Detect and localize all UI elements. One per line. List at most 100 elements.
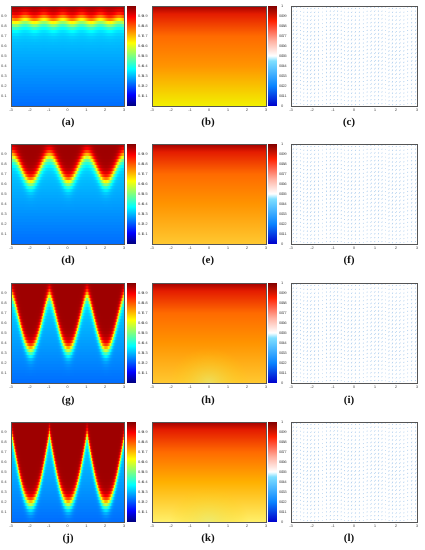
panel-k-colorbar-tick: 0.3 — [279, 489, 285, 494]
panel-h-y-tick: 0.9 — [142, 290, 148, 295]
panel-d-colorbar — [127, 144, 136, 244]
panel-b-colorbar-tick: 0.3 — [279, 73, 285, 78]
panel-a-y-tick: 0.8 — [1, 23, 7, 28]
panel-d-y-tick: 0.3 — [1, 211, 7, 216]
panel-i-field — [291, 283, 417, 383]
panel-k-y-tick: 0.5 — [142, 469, 148, 474]
panel-f-y-tick: 0.5 — [281, 191, 287, 196]
panel-h-field — [152, 283, 266, 383]
panel-b-x-tick: 2 — [245, 107, 249, 112]
panel-c-y-tick: 0.7 — [281, 33, 287, 38]
panel-d-colorbar-tick: 0.6 — [138, 181, 144, 186]
panel-b-x-tick: -1 — [188, 107, 192, 112]
panel-a-colorbar-tick: 0.1 — [138, 93, 144, 98]
panel-g-colorbar — [127, 283, 136, 383]
panel-j-colorbar-tick: 0.4 — [138, 479, 144, 484]
panel-a-colorbar-tick: 0.6 — [138, 43, 144, 48]
panel-g-x-tick: 2 — [104, 384, 107, 389]
panel-f-caption: (f) — [343, 254, 355, 266]
panel-j-x-tick: 3 — [122, 523, 126, 528]
panel-c-x-tick: -3 — [289, 107, 293, 112]
panel-h-x-tick: -3 — [150, 384, 154, 389]
panel-a-y-tick: 0.6 — [1, 43, 7, 48]
panel-k-colorbar-tick: 0.7 — [279, 449, 285, 454]
panel-i-y-tick: 0 — [281, 380, 284, 385]
panel-j-colorbar-tick: 0.1 — [138, 509, 144, 514]
panel-k-colorbar-tick: 0.4 — [279, 479, 285, 484]
panel-a-x-tick: 2 — [104, 107, 107, 112]
panel-e-y-tick: 0.5 — [142, 191, 148, 196]
panel-c-field — [291, 6, 417, 106]
panel-g-colorbar-tick: 0.3 — [138, 350, 144, 355]
panel-i-y-tick: 0.6 — [281, 320, 287, 325]
panel-j-colorbar-tick: 0.6 — [138, 459, 144, 464]
panel-c-y-tick: 0.5 — [281, 53, 287, 58]
panel-h-y-tick: 0.7 — [142, 310, 148, 315]
panel-b-y-tick: 0.2 — [142, 83, 148, 88]
panel-g-y-tick: 0.3 — [1, 350, 7, 355]
panel-e-colorbar-tick: 0.5 — [279, 191, 285, 196]
panel-k-colorbar — [268, 422, 277, 522]
panel-a-colorbar-tick: 0.2 — [138, 83, 144, 88]
panel-l-x-tick: -1 — [331, 523, 335, 528]
panel-g-x-tick: -2 — [28, 384, 32, 389]
panel-g-colorbar-tick: 0.9 — [138, 290, 144, 295]
panel-a-y-tick: 0.1 — [1, 93, 7, 98]
panel-k-plot-area — [152, 422, 266, 522]
panel-h-y-tick: 0.2 — [142, 360, 148, 365]
panel-e-colorbar-tick: 0.9 — [279, 151, 285, 156]
panel-a-plot-area — [11, 6, 124, 106]
panel-i-y-tick: 0.1 — [281, 370, 287, 375]
panel-a-y-tick: 0.9 — [1, 13, 7, 18]
panel-h-colorbar-tick: 0.2 — [279, 360, 285, 365]
panel-e-colorbar-tick: 0.3 — [279, 211, 285, 216]
panel-e-field — [152, 144, 266, 244]
panel-j-x-tick: -1 — [46, 523, 51, 528]
panel-h-x-tick: 0 — [207, 384, 211, 389]
panel-k-colorbar-tick: 0.5 — [279, 469, 285, 474]
panel-d-colorbar-tick: 0.7 — [138, 171, 144, 176]
panel-l-y-tick: 0.9 — [281, 429, 287, 434]
panel-e-y-tick: 0.3 — [142, 211, 148, 216]
panel-h-colorbar-tick: 0.7 — [279, 310, 285, 315]
panel-j-colorbar-tick: 0.8 — [138, 439, 144, 444]
panel-d-y-tick: 0.7 — [1, 171, 7, 176]
panel-f-y-tick: 0.1 — [281, 231, 287, 236]
panel-j-colorbar-tick: 0.5 — [138, 469, 144, 474]
panel-e-colorbar-tick: 0.6 — [279, 181, 285, 186]
panel-c-y-tick: 0.1 — [281, 93, 287, 98]
panel-g-x-tick: 0 — [66, 384, 69, 389]
panel-b-colorbar-tick: 0.4 — [279, 63, 285, 68]
panel-h-colorbar-tick: 0.5 — [279, 330, 285, 335]
panel-j-x-tick: 0 — [66, 523, 69, 528]
panel-h-x-tick: 3 — [264, 384, 268, 389]
panel-j-colorbar-tick: 0.3 — [138, 489, 144, 494]
panel-f-y-tick: 0.8 — [281, 161, 287, 166]
panel-a-x-tick: 3 — [122, 107, 126, 112]
panel-i-x-tick: -1 — [331, 384, 335, 389]
panel-f-x-tick: -1 — [331, 245, 335, 250]
panel-a-x-tick: -1 — [46, 107, 51, 112]
panel-k-frame — [152, 422, 267, 523]
panel-k-y-tick: 0.6 — [142, 459, 148, 464]
panel-j-y-tick: 0.5 — [1, 469, 7, 474]
panel-d-colorbar-tick: 0.5 — [138, 191, 144, 196]
panel-h-y-tick: 0.1 — [142, 370, 148, 375]
panel-k-colorbar-tick: 0.2 — [279, 499, 285, 504]
panel-b-y-tick: 0.8 — [142, 23, 148, 28]
panel-b-x-tick: -2 — [169, 107, 173, 112]
panel-i-y-tick: 0.7 — [281, 310, 287, 315]
panel-h-y-tick: 0.3 — [142, 350, 148, 355]
panel-k-caption: (k) — [201, 532, 215, 544]
panel-k-colorbar-tick: 0.9 — [279, 429, 285, 434]
panel-a-y-tick: 0.2 — [1, 83, 7, 88]
panel-a-y-tick: 0.5 — [1, 53, 7, 58]
panel-a-colorbar-tick: 0.5 — [138, 53, 144, 58]
panel-j-y-tick: 0.8 — [1, 439, 7, 444]
panel-b-x-tick: -3 — [150, 107, 154, 112]
panel-a-x-tick: -3 — [9, 107, 13, 112]
panel-j-y-tick: 0.1 — [1, 509, 7, 514]
panel-i-caption: (i) — [343, 394, 355, 406]
panel-g-y-tick: 0.4 — [1, 340, 7, 345]
panel-j-x-tick: -2 — [28, 523, 32, 528]
